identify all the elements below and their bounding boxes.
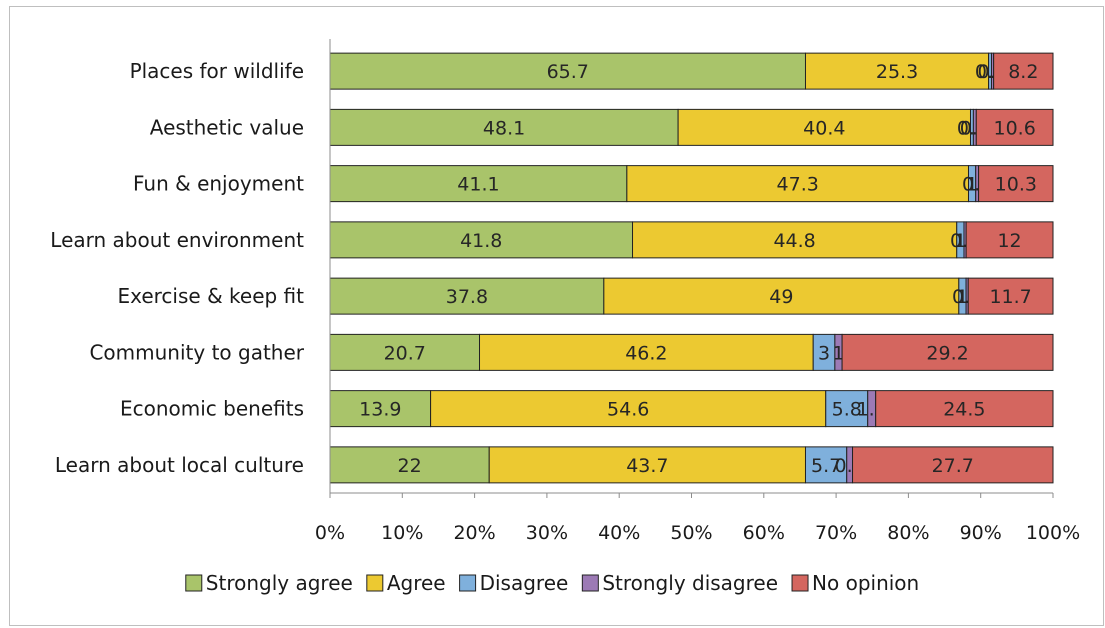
legend: Strongly agree Agree Disagree Strongly disa… [185, 571, 919, 595]
category-label-places-for-wildlife: Places for wildlife [130, 59, 304, 83]
bar-no-opinion-fun-enjoyment [978, 165, 1054, 203]
x-tick-label: 70% [815, 522, 857, 544]
data-label-agree-places-for-wildlife: 25.3 [876, 61, 918, 83]
bar-agree-places-for-wildlife [804, 52, 990, 90]
data-label-no-opinion-learn-about-environment: 12 [997, 230, 1021, 252]
data-label-no-opinion-economic-benefits: 24.5 [943, 399, 985, 421]
data-label-disagree-fun-enjoyment: 1 [966, 174, 978, 196]
bar-disagree-economic-benefits [825, 390, 869, 428]
data-label-agree-learn-about-environment: 44.8 [773, 230, 815, 252]
data-label-disagree-economic-benefits: 5.8 [832, 399, 862, 421]
legend-swatch-no-opinion [791, 574, 809, 592]
bar-no-opinion-exercise-keep-fit [967, 277, 1054, 315]
data-label-no-opinion-learn-about-local-culture: 27.7 [932, 455, 974, 477]
bar-agree-economic-benefits [430, 390, 827, 428]
data-label-strongly-agree-fun-enjoyment: 41.1 [457, 174, 499, 196]
bars-layer: 65.7 25.3 0.40.3 8.248.1 40.4 0.40.4 10.641.1 4… [329, 52, 1054, 484]
data-label-strongly-agree-community-to-gather: 20.7 [384, 342, 426, 364]
bar-no-opinion-community-to-gather [841, 333, 1054, 371]
data-label-agree-fun-enjoyment: 47.3 [777, 174, 819, 196]
axis-layer: Places for wildlife Aesthetic value Fun & … [50, 39, 1080, 544]
legend-label-disagree: Disagree [480, 571, 569, 595]
bar-strongly-agree-community-to-gather [329, 333, 481, 371]
category-label-exercise-keep-fit: Exercise & keep fit [117, 284, 304, 308]
category-label-learn-about-local-culture: Learn about local culture [55, 453, 304, 477]
bar-no-opinion-learn-about-local-culture [852, 446, 1054, 484]
data-label-strongly-agree-learn-about-environment: 41.8 [460, 230, 502, 252]
x-tick-label: 10% [381, 522, 423, 544]
x-tick-label: 80% [887, 522, 929, 544]
bar-strongly-agree-aesthetic-value [329, 108, 679, 146]
x-tick-label: 30% [526, 522, 568, 544]
data-label-disagree-exercise-keep-fit: 1 [956, 286, 968, 308]
bar-no-opinion-learn-about-environment [965, 221, 1054, 259]
category-label-aesthetic-value: Aesthetic value [150, 115, 304, 139]
data-label-no-opinion-community-to-gather: 29.2 [926, 342, 968, 364]
legend-label-no-opinion: No opinion [812, 571, 919, 595]
data-label-no-opinion-places-for-wildlife: 8.2 [1008, 61, 1038, 83]
data-label-agree-learn-about-local-culture: 43.7 [626, 455, 668, 477]
bar-agree-community-to-gather [479, 333, 814, 371]
data-label-agree-exercise-keep-fit: 49 [769, 286, 793, 308]
data-label-agree-aesthetic-value: 40.4 [803, 117, 845, 139]
bar-strongly-agree-exercise-keep-fit [329, 277, 605, 315]
data-label-no-opinion-aesthetic-value: 10.6 [993, 117, 1035, 139]
data-label-no-opinion-fun-enjoyment: 10.3 [995, 174, 1037, 196]
bar-no-opinion-places-for-wildlife [993, 52, 1054, 90]
bar-strongly-agree-places-for-wildlife [329, 52, 806, 90]
data-label-disagree-learn-about-local-culture: 5.7 [811, 455, 841, 477]
bar-agree-exercise-keep-fit [603, 277, 960, 315]
data-label-strongly-disagree-community-to-gather: 1 [832, 342, 844, 364]
data-label-disagree-community-to-gather: 3 [818, 342, 830, 364]
x-tick-label: 90% [960, 522, 1002, 544]
legend-swatch-strongly-agree [185, 574, 203, 592]
bar-agree-learn-about-environment [632, 221, 958, 259]
category-label-learn-about-environment: Learn about environment [50, 228, 304, 252]
x-tick-label: 0% [315, 522, 345, 544]
legend-swatch-strongly-disagree [581, 574, 599, 592]
data-label-strongly-agree-aesthetic-value: 48.1 [483, 117, 525, 139]
data-label-agree-economic-benefits: 54.6 [607, 399, 649, 421]
legend-label-strongly-disagree: Strongly disagree [602, 571, 778, 595]
data-label-agree-community-to-gather: 46.2 [625, 342, 667, 364]
bar-strongly-agree-learn-about-environment [329, 221, 634, 259]
bar-no-opinion-aesthetic-value [975, 108, 1054, 146]
x-tick-label: 40% [598, 522, 640, 544]
category-label-economic-benefits: Economic benefits [120, 397, 304, 421]
legend-swatch-disagree [459, 574, 477, 592]
legend-label-strongly-agree: Strongly agree [206, 571, 353, 595]
category-label-community-to-gather: Community to gather [89, 340, 304, 364]
bar-agree-fun-enjoyment [626, 165, 969, 203]
data-label-strongly-agree-learn-about-local-culture: 22 [398, 455, 422, 477]
bar-agree-aesthetic-value [677, 108, 971, 146]
category-label-fun-enjoyment: Fun & enjoyment [133, 172, 304, 196]
data-label-disagree-learn-about-environment: 1 [954, 230, 966, 252]
x-tick-label: 20% [453, 522, 495, 544]
data-label-no-opinion-exercise-keep-fit: 11.7 [989, 286, 1031, 308]
bar-agree-learn-about-local-culture [488, 446, 806, 484]
bar-no-opinion-economic-benefits [875, 390, 1054, 428]
bar-strongly-agree-economic-benefits [329, 390, 432, 428]
legend-swatch-agree [366, 574, 384, 592]
data-label-strongly-agree-exercise-keep-fit: 37.8 [446, 286, 488, 308]
x-tick-label: 60% [743, 522, 785, 544]
data-label-strongly-agree-places-for-wildlife: 65.7 [547, 61, 589, 83]
legend-label-agree: Agree [387, 571, 446, 595]
x-tick-label: 100% [1026, 522, 1080, 544]
data-label-strongly-agree-economic-benefits: 13.9 [359, 399, 401, 421]
x-tick-label: 50% [670, 522, 712, 544]
